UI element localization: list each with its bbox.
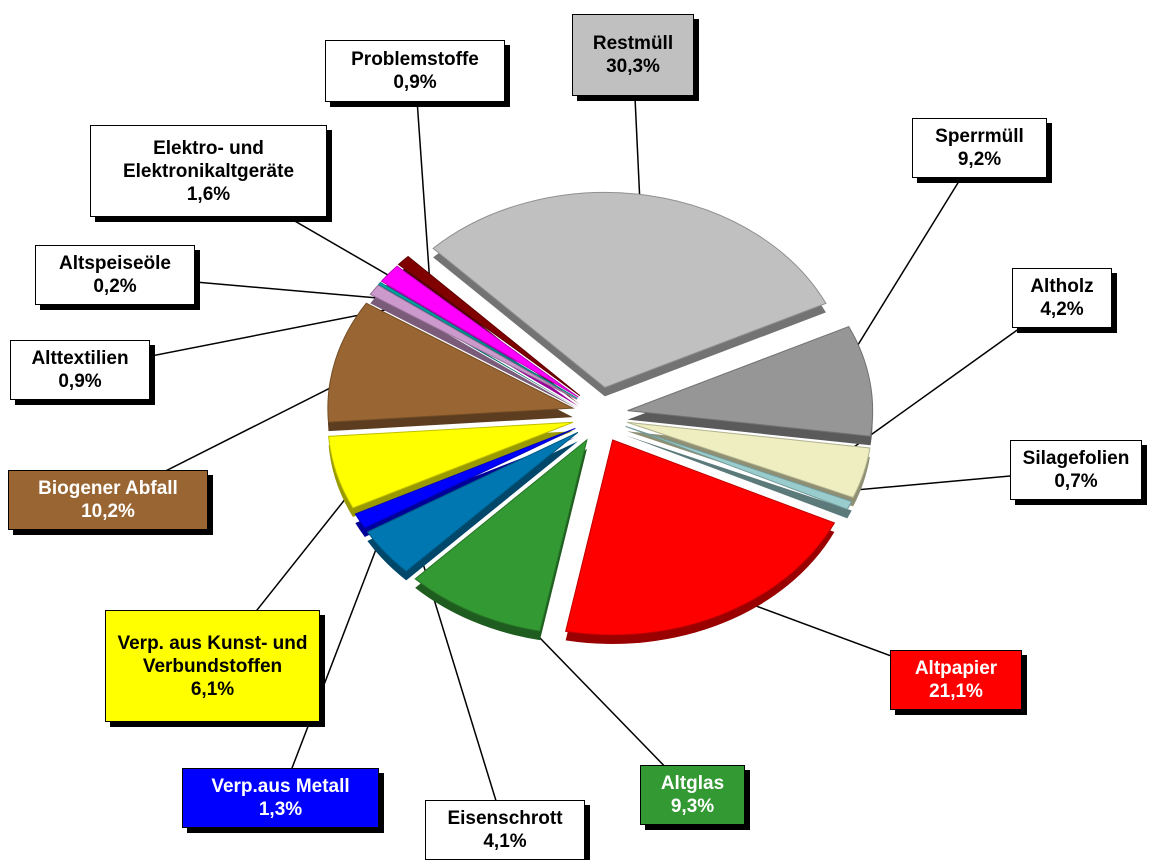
label-name: Biogener Abfall bbox=[38, 478, 178, 499]
slice-label: Eisenschrott 4,1% bbox=[425, 800, 585, 860]
label-value: 1,3% bbox=[258, 799, 303, 820]
label-value: 4,2% bbox=[1040, 299, 1084, 320]
slice bbox=[414, 438, 588, 632]
label-name: Altholz bbox=[1030, 276, 1094, 297]
label-name: Verp. aus Kunst- und Verbundstoffen bbox=[117, 632, 308, 677]
slice-label: Altspeiseöle 0,2% bbox=[35, 245, 195, 305]
slice-label: Alttextilien 0,9% bbox=[10, 340, 150, 400]
label-value: 10,2% bbox=[81, 501, 135, 522]
label-value: 0,2% bbox=[93, 276, 137, 297]
label-value: 4,1% bbox=[483, 831, 527, 852]
label-name: Elektro- und Elektronikaltgeräte bbox=[122, 137, 295, 182]
slice bbox=[432, 191, 827, 388]
label-name: Altpapier bbox=[914, 658, 998, 679]
slice bbox=[327, 302, 575, 423]
label-value: 9,2% bbox=[957, 149, 1002, 170]
label-name: Eisenschrott bbox=[447, 808, 563, 829]
slice-label: Verp. aus Kunst- und Verbundstoffen 6,1% bbox=[105, 610, 320, 722]
label-name: Altglas bbox=[660, 773, 725, 794]
slice-side bbox=[370, 294, 577, 409]
slice-label: Silagefolien 0,7% bbox=[1010, 440, 1142, 500]
label-value: 0,9% bbox=[58, 371, 102, 392]
slice-label: Problemstoffe 0,9% bbox=[325, 40, 505, 102]
slice bbox=[369, 284, 578, 400]
slice-label: Biogener Abfall 10,2% bbox=[8, 470, 208, 530]
label-name: Alttextilien bbox=[31, 348, 129, 369]
label-value: 30,3% bbox=[606, 56, 660, 77]
leader-line bbox=[279, 506, 393, 799]
slice-label: Sperrmüll 9,2% bbox=[912, 118, 1047, 178]
slice bbox=[354, 427, 576, 529]
label-value: 0,9% bbox=[393, 72, 437, 93]
slice bbox=[366, 431, 579, 572]
label-value: 1,6% bbox=[186, 183, 231, 205]
slice bbox=[565, 439, 836, 636]
label-name: Silagefolien bbox=[1022, 448, 1130, 469]
slice-label: Elektro- und Elektronikaltgeräte 1,6% bbox=[90, 125, 327, 217]
leader-line bbox=[414, 70, 431, 281]
label-name: Problemstoffe bbox=[351, 49, 479, 70]
label-name: Sperrmüll bbox=[935, 126, 1024, 147]
slice bbox=[380, 265, 579, 398]
slice-side bbox=[625, 435, 852, 519]
label-name: Altspeiseöle bbox=[59, 253, 171, 274]
slice bbox=[625, 425, 853, 510]
slice-label: Altglas 9,3% bbox=[640, 765, 745, 825]
slice bbox=[328, 421, 574, 509]
label-value: 6,1% bbox=[190, 678, 235, 700]
label-name: Restmüll bbox=[592, 33, 674, 54]
slice-label: Restmüll 30,3% bbox=[572, 14, 694, 96]
slice-label: Altholz 4,2% bbox=[1012, 268, 1112, 328]
slice-label: Altpapier 21,1% bbox=[890, 650, 1022, 710]
label-value: 0,7% bbox=[1054, 471, 1098, 492]
label-name: Verp.aus Metall bbox=[211, 776, 350, 797]
slice bbox=[397, 255, 581, 396]
label-value: 21,1% bbox=[929, 681, 983, 702]
slice bbox=[627, 325, 874, 437]
label-value: 9,3% bbox=[670, 796, 715, 817]
slice-label: Verp.aus Metall 1,3% bbox=[182, 768, 379, 828]
slice bbox=[626, 421, 871, 499]
slice bbox=[377, 281, 578, 399]
